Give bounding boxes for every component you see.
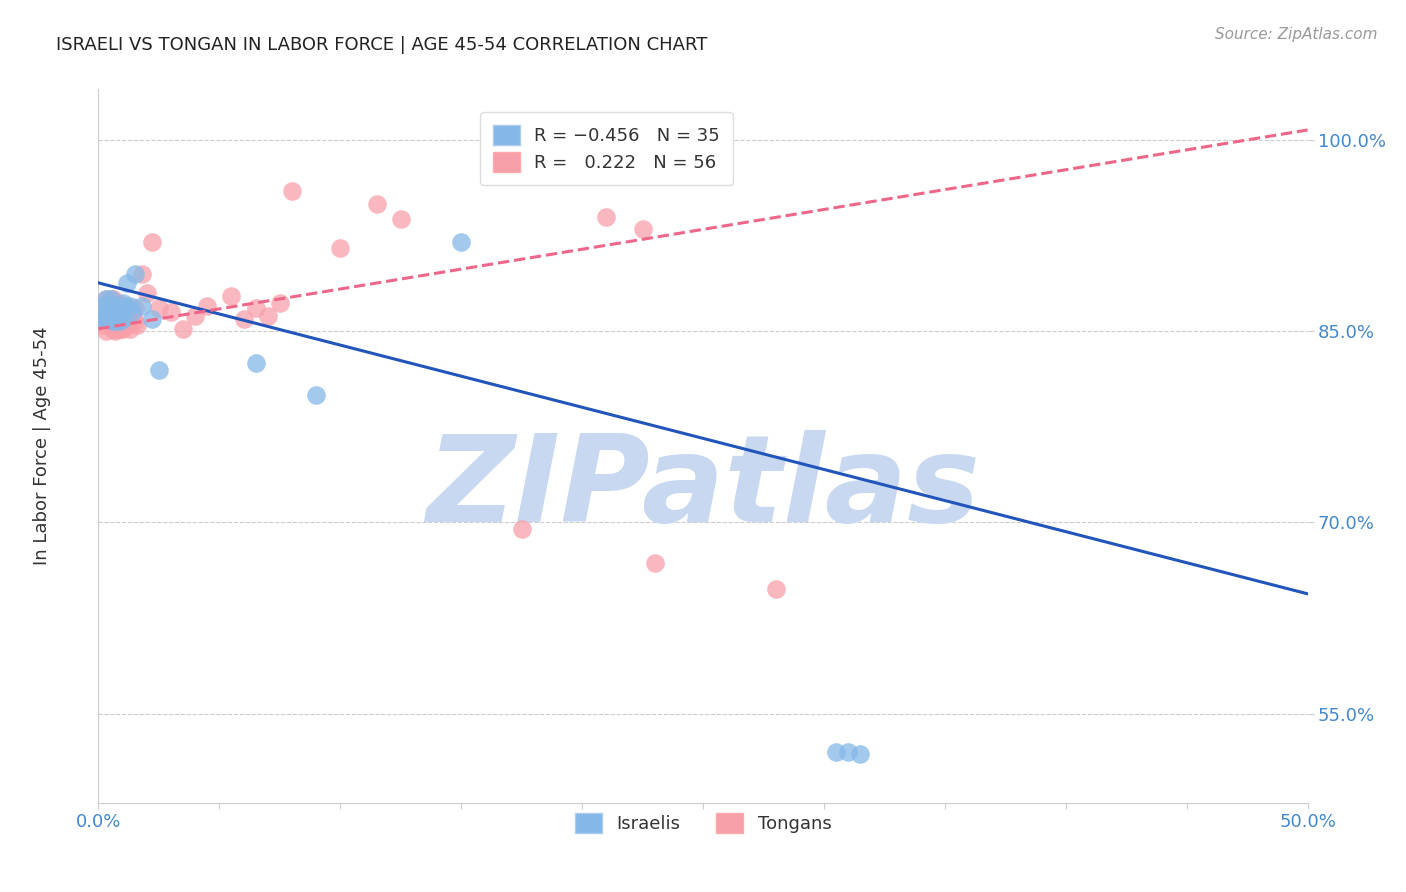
Point	[108, 309, 131, 323]
Point	[184, 309, 207, 323]
Point	[107, 296, 129, 310]
Point	[100, 311, 122, 326]
Point	[172, 322, 194, 336]
Point	[135, 286, 157, 301]
Point	[91, 301, 114, 316]
Point	[101, 322, 124, 336]
Point	[114, 318, 136, 332]
Point	[111, 322, 134, 336]
Point	[117, 305, 139, 319]
Point	[104, 324, 127, 338]
Point	[91, 299, 114, 313]
Point	[510, 522, 533, 536]
Point	[90, 305, 112, 319]
Point	[100, 299, 122, 313]
Point	[849, 747, 872, 762]
Point	[195, 299, 218, 313]
Point	[644, 556, 666, 570]
Point	[148, 362, 170, 376]
Point	[141, 311, 163, 326]
Text: ISRAELI VS TONGAN IN LABOR FORCE | AGE 45-54 CORRELATION CHART: ISRAELI VS TONGAN IN LABOR FORCE | AGE 4…	[56, 36, 707, 54]
Point	[104, 299, 127, 313]
Point	[100, 293, 122, 307]
Point	[131, 299, 153, 313]
Point	[256, 309, 278, 323]
Point	[118, 299, 141, 313]
Point	[101, 309, 124, 323]
Point	[97, 305, 120, 319]
Point	[305, 388, 328, 402]
Point	[631, 222, 654, 236]
Point	[131, 267, 153, 281]
Point	[114, 299, 136, 313]
Point	[221, 288, 243, 302]
Point	[111, 305, 134, 319]
Point	[825, 745, 848, 759]
Point	[100, 309, 122, 323]
Point	[121, 309, 143, 323]
Point	[114, 309, 136, 323]
Point	[124, 314, 146, 328]
Point	[108, 314, 131, 328]
Point	[90, 314, 112, 328]
Point	[124, 301, 146, 316]
Point	[97, 314, 120, 328]
Point	[107, 301, 129, 316]
Point	[101, 302, 124, 317]
Point	[160, 305, 183, 319]
Point	[94, 324, 117, 338]
Point	[329, 242, 352, 256]
Point	[101, 314, 124, 328]
Point	[141, 235, 163, 249]
Point	[111, 311, 134, 326]
Point	[765, 582, 787, 596]
Point	[108, 322, 131, 336]
Point	[366, 197, 388, 211]
Legend: Israelis, Tongans: Israelis, Tongans	[564, 802, 842, 844]
Point	[108, 305, 131, 319]
Point	[107, 322, 129, 336]
Text: ZIPatlas: ZIPatlas	[426, 430, 980, 548]
Point	[104, 314, 127, 328]
Point	[104, 314, 127, 328]
Point	[94, 309, 117, 323]
Point	[121, 305, 143, 319]
Point	[90, 311, 112, 326]
Point	[148, 301, 170, 316]
Point	[245, 301, 267, 316]
Point	[269, 296, 291, 310]
Point	[100, 318, 122, 332]
Point	[232, 311, 254, 326]
Point	[107, 309, 129, 323]
Point	[101, 293, 124, 307]
Point	[97, 299, 120, 313]
Text: In Labor Force | Age 45-54: In Labor Force | Age 45-54	[34, 326, 51, 566]
Point	[111, 296, 134, 310]
Point	[107, 311, 129, 326]
Point	[127, 318, 149, 332]
Point	[837, 745, 859, 759]
Point	[94, 311, 117, 326]
Point	[245, 356, 267, 370]
Point	[118, 322, 141, 336]
Point	[124, 267, 146, 281]
Point	[104, 309, 127, 323]
Point	[595, 210, 617, 224]
Point	[91, 318, 114, 332]
Point	[117, 276, 139, 290]
Point	[97, 299, 120, 313]
Point	[450, 235, 472, 249]
Point	[94, 293, 117, 307]
Point	[389, 212, 412, 227]
Point	[281, 184, 304, 198]
Point	[91, 309, 114, 323]
Point	[117, 318, 139, 332]
Point	[104, 299, 127, 313]
Text: Source: ZipAtlas.com: Source: ZipAtlas.com	[1215, 27, 1378, 42]
Point	[94, 293, 117, 307]
Point	[100, 293, 122, 307]
